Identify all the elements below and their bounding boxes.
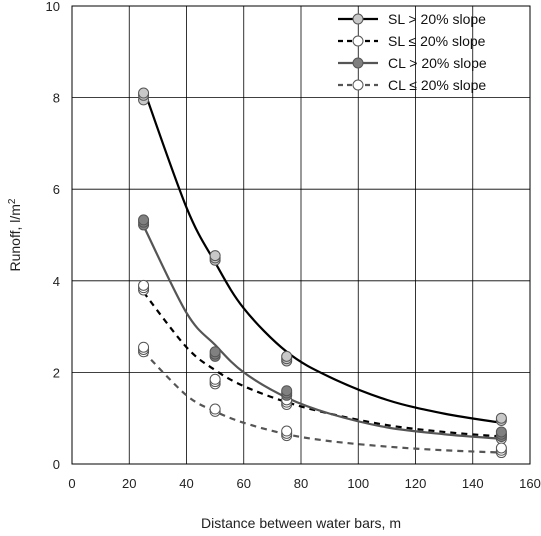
y-tick-label: 2 bbox=[53, 365, 60, 380]
grid-lines bbox=[71, 5, 531, 465]
x-tick-label: 140 bbox=[462, 476, 484, 491]
x-tick-label: 160 bbox=[519, 476, 541, 491]
series-3-point bbox=[138, 214, 150, 226]
plot-area-frame bbox=[71, 5, 531, 465]
legend-marker-2 bbox=[352, 35, 364, 47]
series-3-point bbox=[209, 346, 221, 358]
series-4-point bbox=[209, 403, 221, 415]
x-tick-label: 100 bbox=[347, 476, 369, 491]
x-tick-label: 40 bbox=[179, 476, 193, 491]
x-tick-label: 80 bbox=[294, 476, 308, 491]
series-points bbox=[138, 87, 507, 459]
series-4-point bbox=[495, 442, 507, 454]
x-tick-label: 60 bbox=[237, 476, 251, 491]
legend-label-1: SL > 20% slope bbox=[388, 11, 486, 27]
series-3-curve bbox=[142, 225, 502, 440]
series-1-point bbox=[138, 87, 150, 99]
series-2-point bbox=[209, 373, 221, 385]
series-curves bbox=[142, 88, 502, 454]
y-tick-label: 0 bbox=[53, 457, 60, 472]
series-1-point bbox=[495, 412, 507, 424]
x-tick-label: 0 bbox=[68, 476, 75, 491]
series-4-curve bbox=[142, 351, 502, 454]
x-tick-label: 20 bbox=[122, 476, 136, 491]
legend-label-2: SL ≤ 20% slope bbox=[388, 33, 486, 49]
x-axis-title: Distance between water bars, m bbox=[201, 515, 401, 531]
series-1-curve bbox=[142, 88, 502, 424]
x-tick-labels: 0 20 40 60 80 100 120 140 160 bbox=[68, 476, 540, 491]
y-axis-title-main: Runoff, l/m bbox=[7, 204, 23, 271]
legend-label-4: CL ≤ 20% slope bbox=[388, 77, 486, 93]
y-tick-label: 6 bbox=[53, 182, 60, 197]
y-axis-title-superscript: 2 bbox=[7, 198, 18, 204]
y-tick-label: 10 bbox=[46, 0, 60, 14]
series-2-point bbox=[138, 279, 150, 291]
legend-marker-1 bbox=[352, 13, 364, 25]
legend-label-3: CL > 20% slope bbox=[388, 55, 487, 71]
series-1-point bbox=[281, 350, 293, 362]
series-3-point bbox=[495, 426, 507, 438]
series-4-point bbox=[138, 341, 150, 353]
y-axis-title: Runoff, l/m2 bbox=[7, 198, 24, 271]
series-2-curve bbox=[142, 291, 502, 438]
y-tick-label: 8 bbox=[53, 91, 60, 106]
y-tick-label: 4 bbox=[53, 274, 60, 289]
series-1-point bbox=[209, 250, 221, 262]
legend-marker-3 bbox=[352, 57, 364, 69]
series-3-point bbox=[281, 385, 293, 397]
x-tick-label: 120 bbox=[405, 476, 427, 491]
series-4-point bbox=[281, 425, 293, 437]
legend: SL > 20% slope SL ≤ 20% slope CL > 20% slo… bbox=[338, 11, 487, 93]
y-tick-labels: 0 2 4 6 8 10 bbox=[46, 0, 60, 472]
legend-marker-4 bbox=[352, 79, 364, 91]
